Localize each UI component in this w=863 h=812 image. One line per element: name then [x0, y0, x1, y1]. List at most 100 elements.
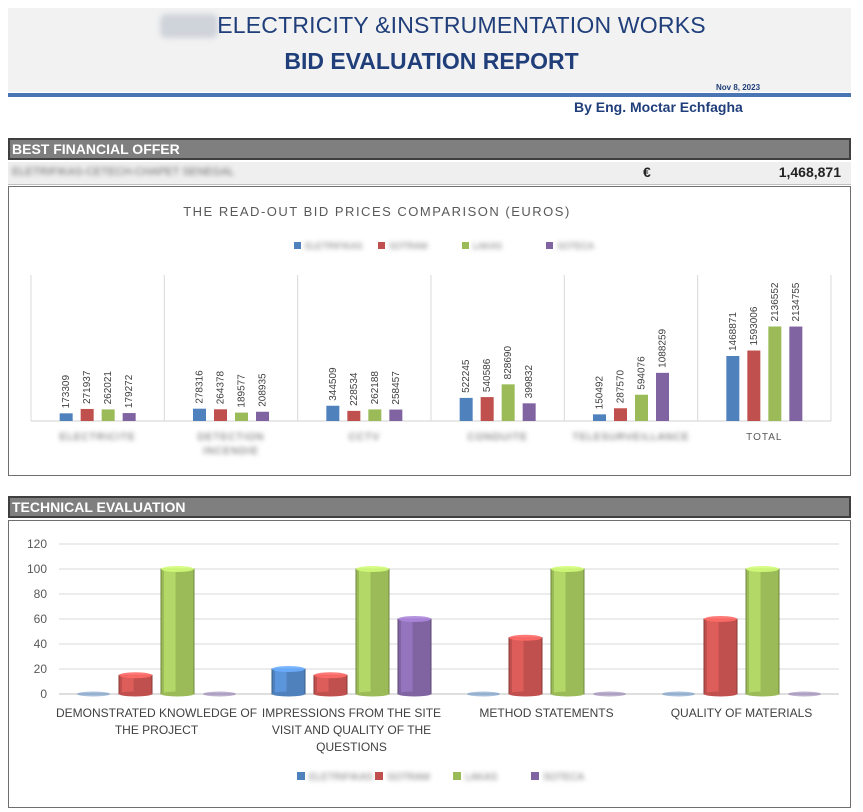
bar-highlight: [512, 638, 524, 693]
data-label: 278316: [195, 370, 206, 404]
category-label: TOTAL: [746, 432, 782, 443]
bar-eletrifikas-3: [459, 397, 473, 421]
bar-base: [398, 691, 431, 697]
bar-highlight: [317, 676, 329, 693]
bar-highlight: [164, 570, 176, 693]
data-label: 262188: [370, 371, 381, 405]
chart-title: THE READ-OUT BID PRICES COMPARISON (EURO…: [183, 204, 571, 219]
data-label: 594076: [637, 356, 648, 390]
category-label: VISIT AND QUALITY OF THE: [272, 723, 431, 737]
category-label: METHOD STATEMENTS: [479, 706, 613, 720]
category-label: DEMONSTRATED KNOWLEDGE OF: [56, 706, 257, 720]
data-label: 264378: [216, 370, 227, 404]
bar-soteca-5: [789, 326, 803, 421]
company-logo: [160, 14, 218, 38]
best-offer-currency: €: [643, 164, 651, 180]
bar-soteca-2: [389, 409, 403, 421]
bar-soteca-4: [656, 372, 669, 421]
data-label: 522245: [461, 359, 472, 393]
legend-swatch-2: [453, 772, 461, 780]
bar-cap: [551, 566, 584, 572]
legend-swatch-1: [375, 772, 383, 780]
report-header: [8, 8, 851, 92]
y-tick-label: 0: [40, 687, 47, 701]
category-label: QUALITY OF MATERIALS: [671, 706, 813, 720]
data-label: 262021: [103, 371, 114, 405]
best-offer-amount: 1,468,871: [778, 164, 841, 180]
y-tick-label: 100: [27, 562, 47, 576]
category-label: CCTV: [349, 432, 380, 443]
bar-base: [203, 691, 236, 697]
bar-lakas-3: [745, 568, 780, 695]
bar-highlight: [122, 676, 134, 693]
bar-soteca-1: [256, 411, 269, 421]
bid-prices-chart-frame: THE READ-OUT BID PRICES COMPARISON (EURO…: [8, 186, 851, 476]
legend-label-1: SOTRAM: [387, 772, 430, 783]
data-label: 828690: [503, 346, 514, 380]
legend-swatch-0: [297, 772, 305, 780]
data-label: 2136552: [770, 282, 781, 321]
bar-eletrifikas-2: [326, 405, 340, 421]
legend-label-3: SOTECA: [543, 772, 584, 783]
bar-sotram-3: [703, 618, 738, 695]
bar-cap: [314, 672, 347, 679]
category-label: INCENDIE: [203, 446, 259, 457]
bar-highlight: [707, 620, 719, 693]
bar-base: [788, 691, 821, 697]
best-offer-bidder: ELETRIFIKAS-CETECH-CHAPET SENEGAL: [12, 166, 235, 178]
bar-soteca-3: [522, 403, 536, 421]
data-label: 344509: [328, 367, 339, 401]
legend-swatch-3: [531, 772, 539, 780]
bar-base: [551, 691, 584, 697]
y-tick-label: 80: [34, 587, 48, 601]
category-label: TELESURVEILLANCE: [573, 432, 690, 443]
bar-eletrifikas-0: [59, 413, 73, 421]
y-tick-label: 60: [34, 612, 48, 626]
y-tick-label: 120: [27, 537, 47, 551]
category-label: IMPRESSIONS FROM THE SITE: [262, 706, 441, 720]
category-label: DETECTION: [198, 432, 265, 443]
bar-lakas-4: [635, 394, 648, 421]
y-tick-label: 40: [34, 637, 48, 651]
bar-lakas-5: [768, 326, 782, 421]
bar-base: [77, 691, 110, 697]
legend-swatch-2: [462, 242, 469, 249]
data-label: 1468871: [728, 312, 739, 351]
bar-base: [509, 691, 542, 697]
data-label: 150492: [595, 376, 606, 410]
financial-section-header: BEST FINANCIAL OFFER: [8, 138, 851, 160]
bar-sotram-0: [80, 408, 94, 421]
bar-soteca-0: [122, 413, 136, 421]
bar-sotram-4: [614, 408, 627, 421]
data-label: 179272: [124, 374, 135, 408]
bar-sotram-1: [214, 409, 227, 421]
bar-lakas-1: [235, 412, 248, 421]
bar-sotram-3: [480, 397, 494, 421]
bar-eletrifikas-5: [726, 356, 740, 421]
best-offer-row: ELETRIFIKAS-CETECH-CHAPET SENEGAL € 1,46…: [8, 162, 851, 185]
technical-evaluation-chart: 0 20 40 60 80 100 120 DEMONSTRATED KNOWLEDGE OF…: [27, 537, 839, 783]
data-label: 189577: [237, 374, 248, 408]
data-label: 540586: [482, 358, 493, 392]
report-date: Nov 8, 2023: [716, 83, 761, 92]
bar-sotram-5: [747, 350, 761, 421]
data-label: 1593006: [749, 306, 760, 345]
technical-chart-frame: 0 20 40 60 80 100 120 DEMONSTRATED KNOWLEDGE OF…: [8, 520, 851, 808]
bar-cap: [398, 616, 431, 622]
data-label: 271937: [82, 370, 93, 404]
report-author: By Eng. Moctar Echfagha: [574, 99, 743, 115]
bar-lakas-2: [550, 568, 585, 695]
bar-base: [161, 691, 194, 697]
bar-cap: [161, 566, 194, 572]
legend-swatch-3: [546, 242, 553, 249]
data-label: 258457: [391, 371, 402, 405]
data-label: 399832: [524, 365, 535, 399]
bar-base: [746, 691, 779, 697]
bar-base: [356, 691, 389, 697]
bar-highlight: [554, 570, 566, 693]
bar-base: [314, 691, 347, 697]
data-label: 287570: [616, 369, 627, 403]
legend-label-3: SOTECA: [557, 241, 594, 251]
legend-label-2: LAKAS: [465, 772, 498, 783]
bar-sotram-2: [347, 410, 361, 421]
